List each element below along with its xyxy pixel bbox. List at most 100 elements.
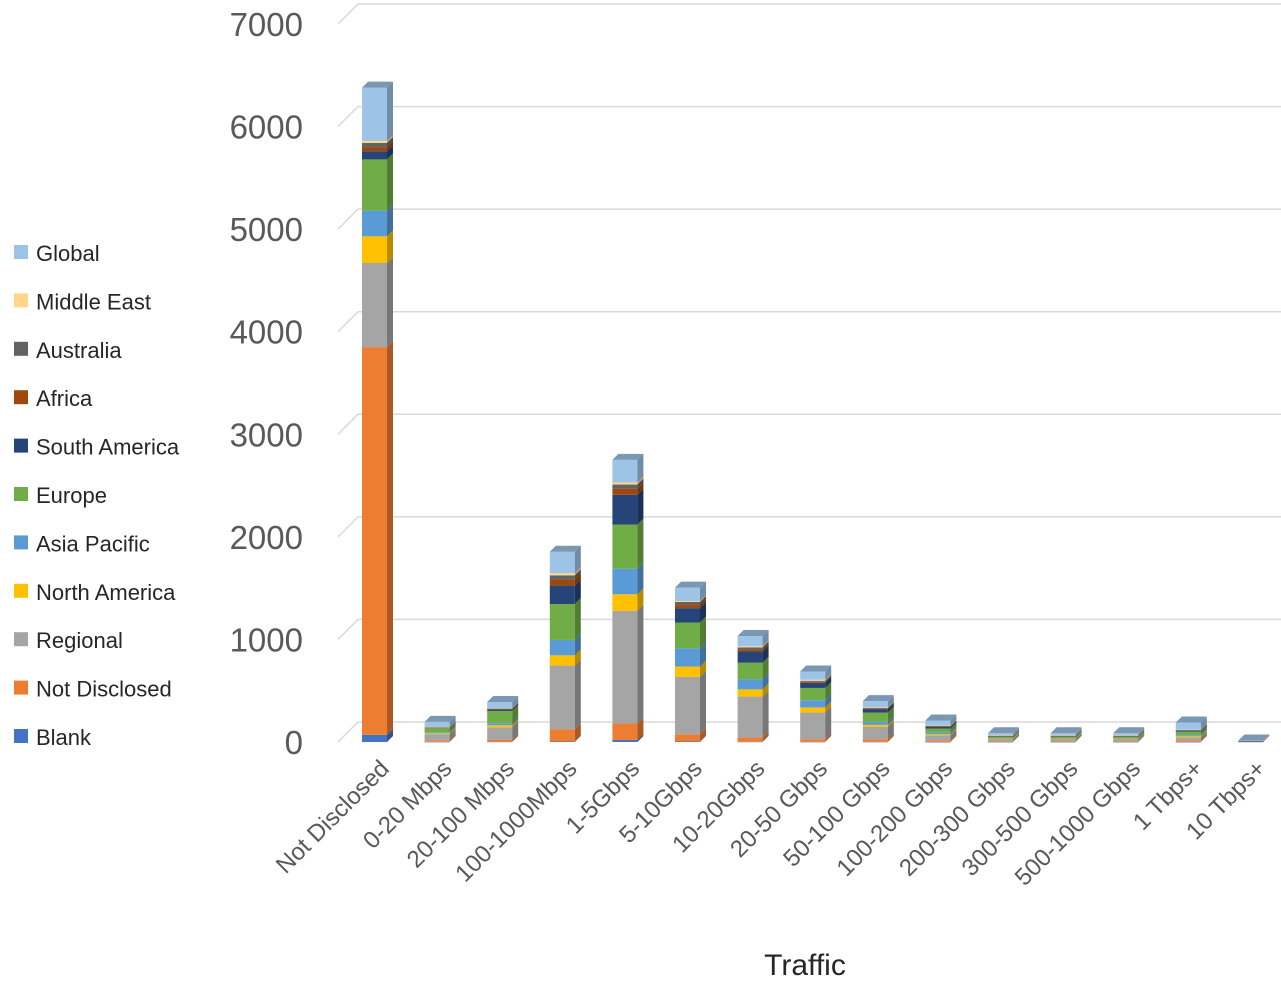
- bar-segment-side: [1075, 727, 1082, 736]
- bar-segment-side: [950, 728, 957, 736]
- bar-segment-regional: [1175, 737, 1201, 741]
- bar-top: [1175, 716, 1207, 723]
- bar-segment-side: [387, 204, 393, 237]
- bar-segment-global: [737, 636, 763, 647]
- bar-segment-side: [887, 703, 894, 713]
- bar-segment-blank: [800, 741, 826, 743]
- bar-segment-side: [1075, 735, 1082, 742]
- bar-segment-side: [887, 715, 894, 725]
- bar-top: [612, 453, 644, 460]
- bar-segment-europe: [925, 728, 951, 733]
- bar-segment-side: [1075, 729, 1082, 736]
- bar-segment-south-america: [1238, 740, 1264, 742]
- bar-segment-africa: [549, 579, 575, 586]
- bar-segment-north-america: [800, 707, 826, 713]
- bar-segment-not-disclosed: [988, 741, 1013, 742]
- legend-item: North America: [14, 580, 176, 605]
- bar-300-500-gbps: [1050, 727, 1082, 743]
- bar-segment-side: [387, 230, 393, 263]
- y-tick-label: 4000: [230, 314, 303, 351]
- bar-segment-side: [1263, 735, 1270, 742]
- bar-segment-side: [387, 141, 393, 152]
- bar-segment-not-disclosed: [424, 740, 450, 742]
- bar-segment-north-america: [1050, 738, 1076, 740]
- bar-segment-side: [762, 735, 769, 742]
- legend-label: South America: [36, 435, 180, 460]
- bar-segment-global: [1050, 733, 1076, 736]
- bar-not-disclosed: [362, 81, 393, 742]
- bar-segment-regional: [737, 696, 763, 738]
- bar-segment-side: [449, 727, 456, 735]
- bar-segment-side: [512, 695, 519, 709]
- bar-segment-side: [637, 478, 644, 489]
- bar-segment-middle-east: [988, 735, 1013, 736]
- bar-segment-side: [512, 702, 519, 709]
- bar-segment-middle-east: [925, 725, 951, 727]
- bar-segment-south-america: [1175, 730, 1201, 732]
- bar-segment-north-america: [925, 734, 951, 736]
- bar-top: [988, 727, 1019, 734]
- bar-segment-side: [574, 659, 581, 730]
- bar-segment-side: [1263, 734, 1270, 741]
- bar-segment-asia-pacific: [675, 648, 700, 667]
- bar-segment-side: [1075, 731, 1082, 739]
- bar-segment-side: [700, 594, 706, 602]
- bar-segment-side: [950, 719, 957, 727]
- bar-segment-not-disclosed: [1050, 741, 1076, 742]
- bar-segment-side: [1013, 735, 1019, 742]
- gridline-7000: [337, 3, 1281, 25]
- bar-segment-side: [950, 729, 957, 741]
- bar-segment-asia-pacific: [737, 679, 763, 690]
- bar-segment-asia-pacific: [862, 721, 888, 725]
- bar-segment-global: [675, 587, 700, 601]
- bar-segment-australia: [737, 647, 763, 650]
- bar-segment-side: [449, 721, 456, 728]
- bar-segment-europe: [737, 662, 763, 680]
- bar-segment-australia: [1175, 729, 1201, 731]
- bar-segment-side: [1075, 730, 1082, 738]
- y-tick-label: 0: [285, 724, 303, 761]
- bar-segment-side: [387, 134, 393, 143]
- bar-segment-side: [1075, 732, 1082, 740]
- bar-segment-africa: [675, 605, 700, 609]
- bar-segment-europe: [612, 524, 638, 569]
- bar-segment-middle-east: [612, 482, 638, 485]
- bar-1-5gbps: [612, 453, 644, 742]
- legend-label: Not Disclosed: [36, 677, 172, 702]
- bar-segment-north-america: [988, 738, 1013, 740]
- bar-segment-north-america: [675, 666, 700, 677]
- bar-segment-blank: [424, 741, 450, 743]
- bar-segment-side: [637, 604, 644, 724]
- bar-segment-not-disclosed: [612, 723, 638, 740]
- bar-segment-side: [700, 599, 706, 609]
- bar-segment-regional: [925, 735, 951, 741]
- bar-segment-not-disclosed: [1113, 741, 1139, 742]
- bar-segment-blank: [549, 741, 575, 742]
- gridline-5000: [337, 208, 1281, 230]
- bar-segment-side: [387, 153, 393, 211]
- bar-segment-africa: [362, 147, 387, 152]
- bar-segment-asia-pacific: [1175, 735, 1201, 737]
- bar-segment-side: [1138, 732, 1145, 740]
- bar-top: [549, 545, 581, 552]
- bar-segment-side: [449, 728, 456, 741]
- bar-200-300-gbps: [988, 727, 1019, 743]
- bar-segment-side: [512, 702, 519, 709]
- bar-segment-global: [424, 721, 450, 728]
- bar-segment-side: [950, 735, 957, 742]
- bar-segment-side: [1013, 731, 1019, 739]
- bar-segment-side: [574, 649, 581, 666]
- gridline-3000: [337, 413, 1281, 435]
- bar-segment-side: [574, 723, 581, 742]
- bar-segment-middle-east: [424, 727, 450, 728]
- bar-segment-side: [825, 681, 832, 701]
- legend-swatch: [14, 341, 28, 356]
- bar-segment-side: [950, 726, 957, 735]
- gridline-4000: [337, 310, 1281, 333]
- bar-segment-australia: [862, 707, 888, 709]
- gridline-2000: [337, 516, 1281, 538]
- bar-segment-europe: [1050, 736, 1076, 738]
- bar-segment-side: [1013, 730, 1019, 738]
- bar-segment-south-america: [675, 608, 700, 623]
